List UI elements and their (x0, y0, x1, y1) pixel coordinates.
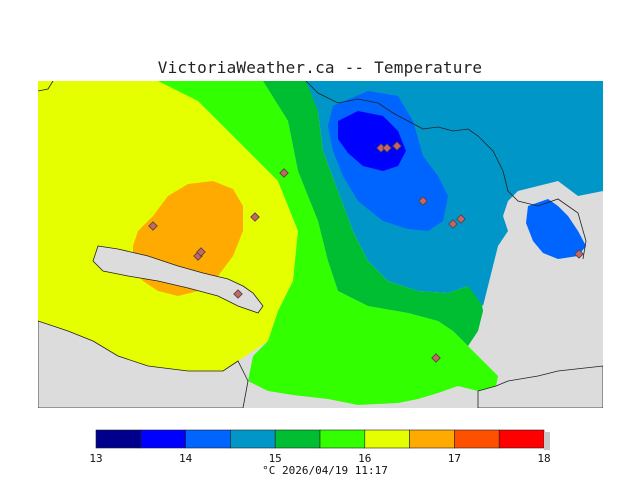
temperature-map (37, 80, 604, 409)
station-marker[interactable] (148, 221, 158, 231)
station-marker[interactable] (250, 212, 260, 222)
coastline-west (37, 80, 54, 92)
legend-band (409, 429, 455, 449)
contour-13.5-14 (338, 111, 406, 171)
contour-14-14.5-east (526, 199, 586, 259)
station-marker[interactable] (196, 247, 206, 257)
legend-band (498, 429, 545, 449)
contour-15-15.5 (263, 81, 483, 346)
station-marker[interactable] (279, 168, 289, 178)
map-title: VictoriaWeather.ca -- Temperature (157, 58, 483, 77)
temperature-legend: 13 14 15 16 17 18 °C 2026/04/19 11:17 (89, 428, 560, 478)
station-marker[interactable] (431, 353, 441, 363)
legend-units: °C 2026/04/19 11:17 (90, 464, 560, 477)
legend-tick-label: 18 (537, 452, 551, 465)
temperature-map-svg (37, 80, 604, 409)
legend-band (454, 429, 500, 449)
legend-tick-label: 16 (358, 452, 372, 465)
legend-tick-label: 14 (178, 452, 193, 465)
legend-tick-label: 15 (268, 452, 282, 465)
legend-band (140, 429, 186, 449)
legend-tick-label: 13 (89, 452, 103, 465)
station-marker[interactable] (382, 143, 392, 153)
station-marker[interactable] (448, 219, 458, 229)
legend-band (95, 429, 142, 449)
station-marker[interactable] (574, 249, 584, 259)
legend-band (319, 429, 366, 449)
legend-band (185, 429, 231, 449)
legend-shadow (544, 432, 550, 450)
station-marker[interactable] (376, 143, 386, 153)
station-marker[interactable] (233, 289, 243, 299)
inlet-water-west (92, 245, 264, 314)
station-marker[interactable] (418, 196, 428, 206)
legend-colorbar (95, 429, 550, 450)
legend-band (364, 429, 410, 449)
legend-unit: °C (262, 464, 276, 477)
contour-15.5-16 (158, 81, 498, 405)
coastline (305, 80, 587, 260)
station-marker[interactable] (392, 141, 402, 151)
legend-band (274, 429, 321, 449)
legend-band (230, 429, 276, 449)
legend-tick-label: 17 (447, 452, 462, 465)
station-marker[interactable] (456, 214, 466, 224)
legend-timestamp: 2026/04/19 11:17 (281, 464, 388, 477)
